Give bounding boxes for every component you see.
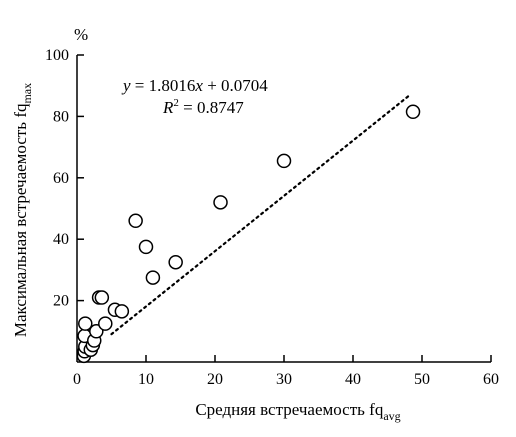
equation-slope: = 1.8016	[131, 76, 196, 95]
y-axis-label-main: Максимальная встречаемость fq	[11, 103, 30, 337]
y-tick-label: 40	[53, 231, 69, 248]
x-tick-label: 30	[276, 371, 292, 388]
x-tick-label: 40	[345, 371, 361, 388]
data-point	[114, 304, 130, 319]
trendline	[110, 95, 410, 336]
equation-intercept: + 0.0704	[203, 76, 268, 95]
data-point	[276, 153, 292, 169]
data-point	[78, 316, 93, 331]
x-tick-label: 0	[73, 371, 81, 388]
y-unit-label: %	[74, 25, 88, 44]
y-axis-label-sub: max	[20, 83, 34, 104]
x-axis-label-main: Средняя встречаемость fq	[195, 400, 383, 419]
data-point	[138, 239, 154, 255]
y-tick-label: 20	[53, 293, 69, 310]
regression-equation: y = 1.8016x + 0.0704	[121, 76, 268, 95]
x-tick-label: 60	[483, 371, 499, 388]
x-axis-label-sub: avg	[383, 409, 400, 423]
equation-x: x	[194, 76, 203, 95]
data-point	[405, 104, 421, 120]
data-point	[145, 270, 161, 285]
x-tick-label: 50	[414, 371, 430, 388]
data-point	[94, 290, 110, 305]
y-tick-label: 60	[53, 170, 69, 187]
data-point	[168, 254, 183, 270]
y-tick-label: 80	[53, 108, 69, 125]
r-squared-label: R2 = 0.8747	[162, 97, 244, 117]
data-points	[76, 104, 421, 364]
data-point	[128, 213, 143, 229]
x-axis-label: Средняя встречаемость fqavg	[195, 400, 400, 423]
r2-r: R	[162, 98, 174, 117]
y-tick-label: 100	[45, 47, 69, 64]
data-point	[98, 316, 113, 331]
r2-value: = 0.8747	[179, 98, 244, 117]
r2-exp: 2	[173, 97, 179, 109]
x-tick-label: 20	[207, 371, 223, 388]
data-point	[213, 195, 228, 210]
y-axis-label: Максимальная встречаемость fqmax	[11, 83, 34, 337]
equation-y: y	[121, 76, 131, 95]
y-axis-ticks: 20 40 60 80 100	[45, 47, 84, 310]
x-tick-label: 10	[138, 371, 154, 388]
x-axis-ticks: 0 10 20 30 40 50 60	[73, 355, 499, 388]
